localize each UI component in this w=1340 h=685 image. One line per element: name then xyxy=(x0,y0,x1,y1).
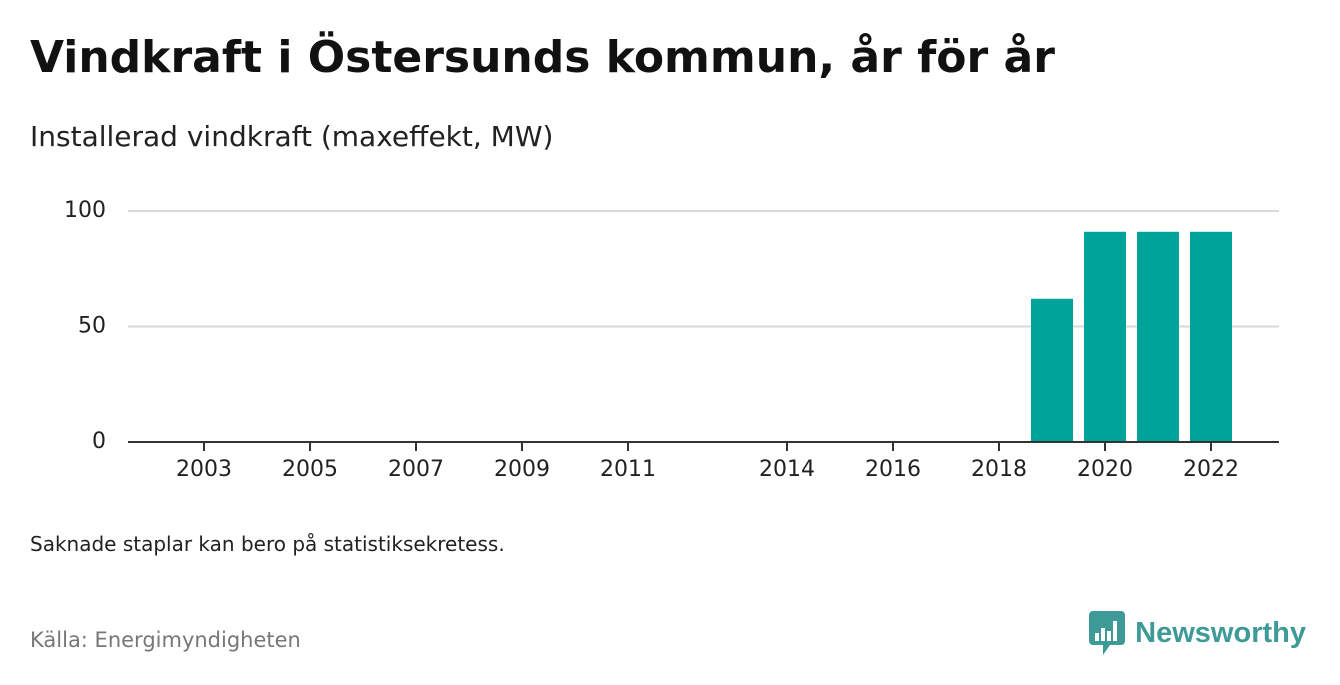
x-tick-label-2005: 2005 xyxy=(282,457,338,482)
x-tick-label-2003: 2003 xyxy=(176,457,232,482)
chart-title: Vindkraft i Östersunds kommun, år för år xyxy=(30,32,1055,83)
y-tick-label-0: 0 xyxy=(92,429,106,454)
x-tick-label-2007: 2007 xyxy=(388,457,444,482)
newsworthy-logo-icon xyxy=(1089,611,1126,655)
x-tick-label-2016: 2016 xyxy=(865,457,921,482)
x-tick-label-2011: 2011 xyxy=(600,457,656,482)
bar-2019 xyxy=(1031,298,1073,442)
newsworthy-logo: Newsworthy xyxy=(1089,611,1306,655)
bars xyxy=(1031,231,1232,442)
source-credit: Källa: Energimyndigheten xyxy=(30,628,301,652)
chart-subtitle: Installerad vindkraft (maxeffekt, MW) xyxy=(30,120,554,153)
x-tick-label-2014: 2014 xyxy=(759,457,815,482)
y-tick-label-50: 50 xyxy=(78,314,106,339)
x-tick-label-2020: 2020 xyxy=(1077,457,1133,482)
newsworthy-brand-name: Newsworthy xyxy=(1135,616,1306,649)
x-axis-ticks: 2003 2005 2007 2009 2011 2014 2016 2018 2020 2022 xyxy=(176,442,1239,482)
chart-note: Saknade staplar kan bero på statistiksek… xyxy=(30,532,505,556)
y-axis-ticks: 0 50 100 xyxy=(64,198,106,454)
bar-2020 xyxy=(1084,231,1126,442)
x-tick-label-2022: 2022 xyxy=(1183,457,1239,482)
y-tick-label-100: 100 xyxy=(64,198,106,223)
bar-2021 xyxy=(1137,231,1179,442)
bar-2022 xyxy=(1190,231,1232,442)
x-tick-label-2009: 2009 xyxy=(494,457,550,482)
x-tick-label-2018: 2018 xyxy=(971,457,1027,482)
